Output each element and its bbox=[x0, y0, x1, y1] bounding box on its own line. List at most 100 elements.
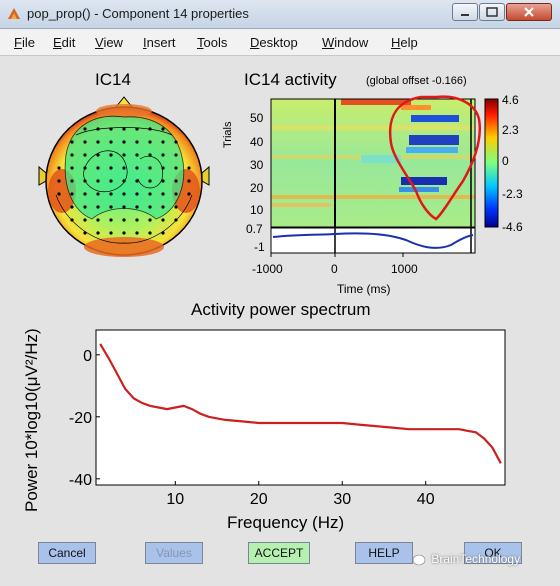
cancel-button[interactable]: Cancel bbox=[38, 542, 96, 564]
watermark-text: BrainTechnology bbox=[431, 552, 521, 566]
electrode-dot bbox=[187, 166, 191, 170]
electrode-dot bbox=[122, 127, 126, 131]
electrode-dot bbox=[135, 127, 139, 131]
menu-view[interactable]: View bbox=[95, 35, 123, 50]
menu-insert[interactable]: Insert bbox=[143, 35, 176, 50]
menu-help[interactable]: Help bbox=[391, 35, 418, 50]
erp-average-trace bbox=[272, 232, 474, 249]
electrode-dot bbox=[161, 205, 165, 209]
erp-tick: 0.7 bbox=[246, 222, 263, 236]
electrode-dot bbox=[161, 140, 165, 144]
electrode-dot bbox=[57, 192, 61, 196]
colorbar-tick: 2.3 bbox=[502, 123, 519, 137]
electrode-dot bbox=[109, 205, 113, 209]
electrode-dot bbox=[174, 153, 178, 157]
electrode-dot bbox=[135, 218, 139, 222]
menu-bar: File Edit View Insert Tools Desktop Wind… bbox=[0, 29, 560, 56]
close-button[interactable] bbox=[506, 3, 552, 21]
menu-edit[interactable]: Edit bbox=[53, 35, 76, 50]
electrode-dot bbox=[122, 166, 126, 170]
electrode-dot bbox=[135, 140, 139, 144]
electrode-dot bbox=[122, 205, 126, 209]
electrode-dot bbox=[122, 179, 126, 183]
electrode-dot bbox=[70, 166, 74, 170]
electrode-dot bbox=[109, 127, 113, 131]
electrode-dot bbox=[174, 218, 178, 222]
erp-title: IC14 activity bbox=[244, 70, 337, 89]
colorbar-tick: -2.3 bbox=[502, 187, 523, 201]
electrode-dot bbox=[96, 153, 100, 157]
menu-window[interactable]: Window bbox=[322, 35, 369, 50]
spectrum-xlabel: Frequency (Hz) bbox=[227, 513, 345, 532]
scalp-topography-map bbox=[38, 96, 210, 257]
erp-xtick: -1000 bbox=[252, 262, 283, 276]
electrode-dot bbox=[96, 179, 100, 183]
electrode-dot bbox=[148, 218, 152, 222]
electrode-dot bbox=[109, 218, 113, 222]
electrode-dot bbox=[109, 231, 113, 235]
menu-desktop[interactable]: Desktop bbox=[250, 35, 298, 50]
electrode-dot bbox=[135, 166, 139, 170]
electrode-dot bbox=[96, 231, 100, 235]
electrode-dot bbox=[135, 179, 139, 183]
electrode-dot bbox=[83, 231, 87, 235]
x-tick-label: 20 bbox=[250, 491, 268, 508]
erp-tick: -1 bbox=[254, 240, 265, 254]
maximize-icon bbox=[486, 7, 498, 17]
electrode-dot bbox=[109, 192, 113, 196]
trial-tick: 20 bbox=[250, 181, 264, 195]
erp-trial-image bbox=[270, 98, 476, 228]
electrode-dot bbox=[174, 192, 178, 196]
minimize-icon bbox=[461, 14, 469, 16]
electrode-dot bbox=[161, 218, 165, 222]
erp-xtick: 0 bbox=[331, 262, 338, 276]
electrode-dot bbox=[148, 231, 152, 235]
electrode-dot bbox=[70, 205, 74, 209]
electrode-dot bbox=[83, 153, 87, 157]
electrode-dot bbox=[83, 140, 87, 144]
window-title: pop_prop() - Component 14 properties bbox=[27, 6, 249, 21]
title-bar[interactable]: pop_prop() - Component 14 properties bbox=[0, 0, 560, 29]
trial-tick: 30 bbox=[250, 158, 264, 172]
electrode-dot bbox=[109, 166, 113, 170]
erp-xlabel: Time (ms) bbox=[337, 282, 391, 296]
values-button[interactable]: Values bbox=[145, 542, 203, 564]
y-tick-label: 0 bbox=[83, 348, 92, 365]
electrode-dot bbox=[148, 205, 152, 209]
electrode-dot bbox=[161, 153, 165, 157]
electrode-dot bbox=[96, 192, 100, 196]
electrode-dot bbox=[187, 192, 191, 196]
electrode-dot bbox=[70, 140, 74, 144]
maximize-button[interactable] bbox=[479, 3, 505, 21]
electrode-dot bbox=[70, 218, 74, 222]
menu-file[interactable]: File bbox=[14, 35, 35, 50]
electrode-dot bbox=[122, 218, 126, 222]
electrode-dot bbox=[161, 166, 165, 170]
help-button[interactable]: HELP bbox=[355, 542, 413, 564]
erp-trace-panel bbox=[270, 227, 476, 254]
minimize-button[interactable] bbox=[452, 3, 478, 21]
menu-tools[interactable]: Tools bbox=[197, 35, 228, 50]
spectrum-title: Activity power spectrum bbox=[191, 300, 371, 319]
electrode-dot bbox=[122, 153, 126, 157]
watermark: BrainTechnology bbox=[412, 552, 520, 567]
electrode-dot bbox=[174, 166, 178, 170]
electrode-dot bbox=[161, 231, 165, 235]
accept-button[interactable]: ACCEPT bbox=[248, 542, 310, 564]
electrode-dot bbox=[70, 179, 74, 183]
x-tick-label: 30 bbox=[333, 491, 351, 508]
electrode-dot bbox=[161, 192, 165, 196]
y-tick-label: -40 bbox=[69, 472, 92, 489]
electrode-dot bbox=[109, 179, 113, 183]
trial-tick: 50 bbox=[250, 111, 264, 125]
ok-button[interactable]: OK bbox=[464, 542, 522, 564]
electrode-dot bbox=[57, 166, 61, 170]
erp-image-panel bbox=[270, 95, 499, 257]
electrode-dot bbox=[70, 192, 74, 196]
electrode-markers bbox=[57, 127, 191, 235]
electrode-dot bbox=[83, 166, 87, 170]
close-icon bbox=[524, 7, 534, 17]
colorbar-tick: 4.6 bbox=[502, 93, 519, 107]
electrode-dot bbox=[148, 153, 152, 157]
